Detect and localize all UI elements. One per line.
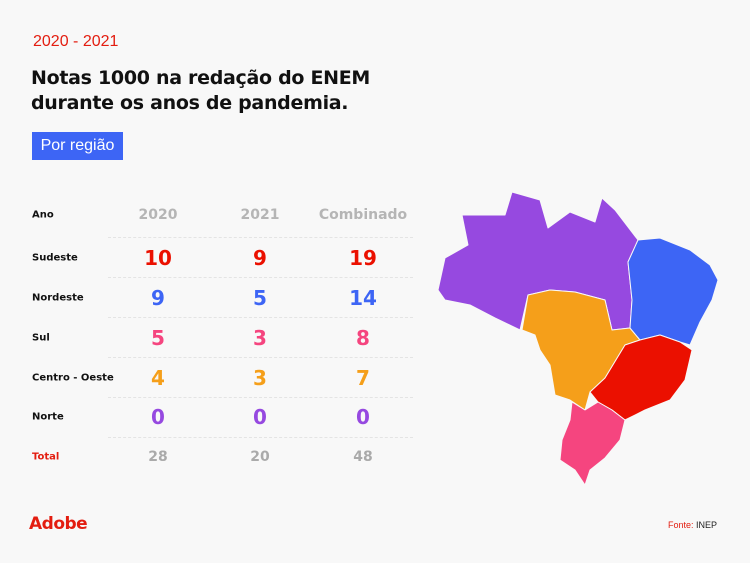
table-cell: 5 <box>253 286 267 310</box>
source-label: Fonte: <box>668 520 694 530</box>
map-region-sudeste <box>589 334 693 421</box>
total-cell: 20 <box>250 449 270 465</box>
page-title: Notas 1000 na redação do ENEM durante os … <box>31 66 370 116</box>
title-line-1: Notas 1000 na redação do ENEM <box>31 67 371 89</box>
table-cell: 0 <box>356 405 370 429</box>
column-header: 2021 <box>240 207 280 223</box>
map-region-nordeste <box>627 237 719 346</box>
row-label: Sudeste <box>32 252 78 264</box>
row-divider <box>108 437 413 438</box>
table-cell: 5 <box>151 326 165 350</box>
table-cell: 0 <box>151 405 165 429</box>
region-tag: Por região <box>32 132 123 160</box>
total-cell: 48 <box>353 449 373 465</box>
row-label: Nordeste <box>32 292 84 304</box>
table-cell: 10 <box>144 246 172 270</box>
years-label: 2020 - 2021 <box>33 33 119 50</box>
table-cell: 8 <box>356 326 370 350</box>
source-value: INEP <box>696 520 718 530</box>
row-divider <box>108 277 413 278</box>
table-cell: 14 <box>349 286 377 310</box>
table-cell: 7 <box>356 366 370 390</box>
adobe-logo: Adobe <box>29 514 88 534</box>
total-label: Total <box>32 451 60 463</box>
row-divider <box>108 237 413 238</box>
table-cell: 9 <box>253 246 267 270</box>
table-cell: 3 <box>253 326 267 350</box>
row-label: Sul <box>32 332 50 344</box>
column-header: 2020 <box>138 207 178 223</box>
title-line-2: durante os anos de pandemia. <box>31 92 349 114</box>
table-cell: 3 <box>253 366 267 390</box>
table-cell: 0 <box>253 405 267 429</box>
header-ano: Ano <box>32 209 54 221</box>
row-label: Norte <box>32 411 64 423</box>
source-note: Fonte: INEP <box>668 520 717 530</box>
row-divider <box>108 397 413 398</box>
row-divider <box>108 317 413 318</box>
table-cell: 19 <box>349 246 377 270</box>
map-region-sul <box>559 401 626 486</box>
table-cell: 9 <box>151 286 165 310</box>
total-cell: 28 <box>148 449 168 465</box>
row-label: Centro - Oeste <box>32 372 114 384</box>
row-divider <box>108 357 413 358</box>
table-cell: 4 <box>151 366 165 390</box>
column-header: Combinado <box>318 207 408 223</box>
